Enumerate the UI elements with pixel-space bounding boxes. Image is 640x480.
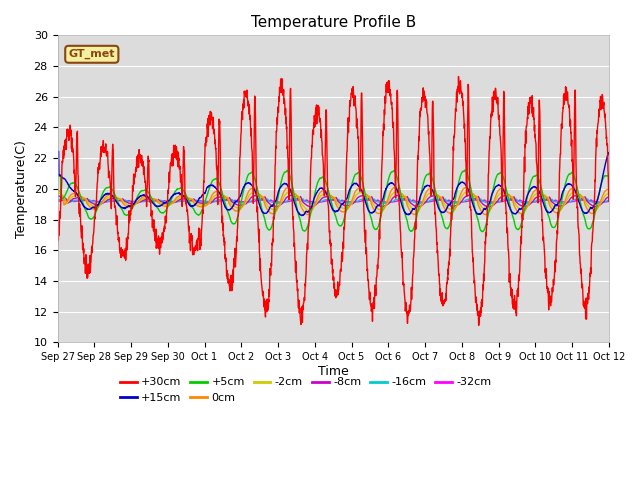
+5cm	[54, 173, 61, 179]
+15cm	[488, 191, 496, 196]
0cm	[589, 211, 597, 216]
-2cm	[54, 190, 61, 196]
-16cm	[54, 197, 61, 203]
Line: +5cm: +5cm	[58, 170, 609, 231]
-16cm	[605, 197, 612, 203]
-2cm	[488, 204, 496, 209]
+15cm	[54, 148, 62, 154]
Line: -2cm: -2cm	[58, 192, 609, 210]
Text: GT_met: GT_met	[68, 49, 115, 60]
+5cm	[605, 173, 612, 179]
-8cm	[287, 192, 295, 198]
0cm	[481, 212, 489, 217]
0cm	[589, 210, 597, 216]
-8cm	[589, 203, 597, 209]
+5cm	[589, 218, 597, 224]
+30cm	[82, 259, 90, 265]
-2cm	[322, 191, 330, 197]
-2cm	[307, 206, 315, 212]
-32cm	[488, 199, 496, 205]
+5cm	[478, 228, 486, 234]
+30cm	[589, 219, 597, 225]
+15cm	[605, 150, 612, 156]
-16cm	[488, 201, 496, 206]
-8cm	[307, 204, 314, 210]
0cm	[82, 197, 90, 203]
-16cm	[589, 200, 597, 205]
-16cm	[397, 196, 405, 202]
-8cm	[605, 194, 612, 200]
Line: -8cm: -8cm	[58, 195, 609, 207]
-32cm	[589, 198, 597, 204]
-8cm	[488, 203, 496, 209]
-2cm	[305, 207, 312, 213]
-32cm	[605, 199, 612, 204]
-16cm	[82, 197, 90, 203]
-16cm	[589, 200, 597, 205]
-8cm	[323, 194, 330, 200]
-2cm	[605, 190, 612, 196]
-32cm	[82, 198, 90, 204]
+5cm	[461, 167, 469, 173]
+30cm	[475, 323, 483, 328]
Line: -32cm: -32cm	[58, 200, 609, 203]
Line: +30cm: +30cm	[58, 76, 609, 325]
+30cm	[605, 198, 612, 204]
0cm	[54, 187, 61, 192]
+30cm	[307, 159, 315, 165]
-8cm	[54, 194, 61, 200]
Title: Temperature Profile B: Temperature Profile B	[250, 15, 416, 30]
+5cm	[589, 217, 597, 223]
+15cm	[589, 204, 597, 210]
+5cm	[488, 191, 496, 197]
0cm	[307, 209, 315, 215]
0cm	[605, 186, 612, 192]
+5cm	[82, 207, 90, 213]
+15cm	[298, 213, 306, 218]
+15cm	[323, 190, 330, 196]
-32cm	[491, 200, 499, 205]
0cm	[488, 203, 496, 209]
+15cm	[308, 204, 316, 210]
+5cm	[322, 178, 330, 184]
0cm	[322, 188, 330, 194]
-32cm	[470, 197, 478, 203]
-2cm	[589, 207, 597, 213]
+30cm	[589, 224, 597, 229]
-8cm	[82, 197, 90, 203]
Legend: +30cm, +15cm, +5cm, 0cm, -2cm, -8cm, -16cm, -32cm: +30cm, +15cm, +5cm, 0cm, -2cm, -8cm, -16…	[116, 373, 495, 408]
+30cm	[488, 95, 496, 100]
+5cm	[307, 209, 315, 215]
-16cm	[307, 200, 315, 206]
+30cm	[322, 121, 330, 127]
Line: 0cm: 0cm	[58, 188, 609, 215]
+15cm	[589, 204, 597, 210]
Y-axis label: Temperature(C): Temperature(C)	[15, 140, 28, 238]
-2cm	[392, 189, 399, 195]
+15cm	[82, 205, 90, 211]
+30cm	[54, 244, 61, 250]
0cm	[391, 185, 399, 191]
-16cm	[322, 197, 330, 203]
-32cm	[307, 199, 315, 204]
X-axis label: Time: Time	[318, 365, 349, 378]
-2cm	[82, 196, 90, 202]
-16cm	[488, 201, 495, 206]
+30cm	[454, 73, 462, 79]
-32cm	[54, 199, 61, 204]
-2cm	[589, 207, 597, 213]
-8cm	[589, 203, 597, 209]
-8cm	[308, 204, 316, 210]
Line: +15cm: +15cm	[58, 151, 609, 216]
-32cm	[589, 198, 597, 204]
Line: -16cm: -16cm	[58, 199, 609, 204]
+15cm	[54, 150, 61, 156]
-32cm	[322, 198, 330, 204]
